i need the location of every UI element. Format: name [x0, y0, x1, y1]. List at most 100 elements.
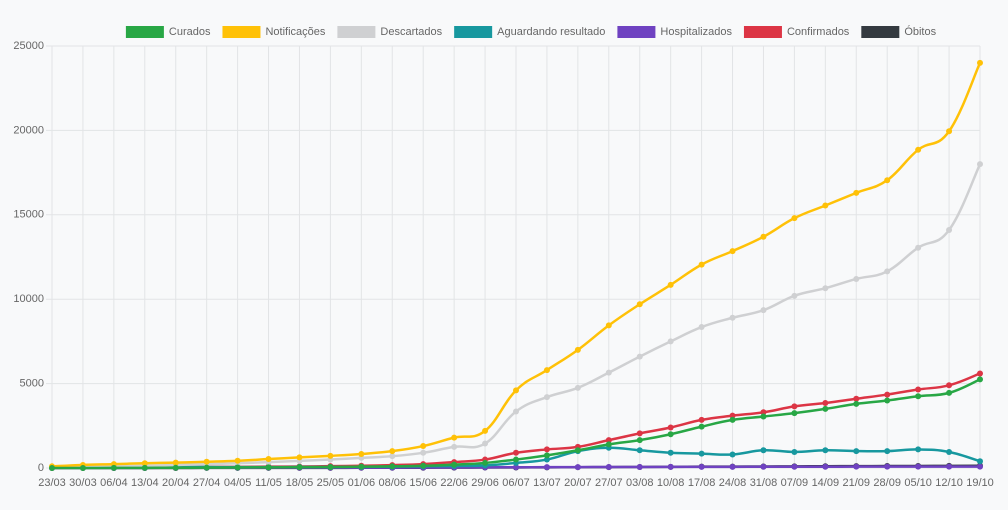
point	[915, 386, 922, 393]
legend-item[interactable]: Confirmados	[743, 26, 850, 38]
point	[729, 416, 736, 423]
x-tick-label: 12/10	[935, 477, 963, 489]
legend-swatch	[125, 26, 164, 38]
point	[760, 413, 767, 420]
point	[574, 464, 581, 471]
point	[265, 456, 272, 463]
point	[451, 461, 458, 468]
x-tick-label: 05/10	[904, 477, 932, 489]
point	[946, 389, 953, 396]
point	[543, 464, 550, 471]
point	[729, 314, 736, 321]
legend-item[interactable]: Descartados	[337, 26, 443, 38]
legend-label: Aguardando resultado	[497, 26, 605, 38]
point	[853, 395, 860, 402]
point	[636, 430, 643, 437]
point	[605, 463, 612, 470]
legend-swatch	[337, 26, 376, 38]
point	[915, 446, 922, 453]
x-tick-label: 20/04	[162, 477, 190, 489]
point	[884, 177, 891, 184]
point	[698, 416, 705, 423]
legend-swatch	[222, 26, 261, 38]
point	[265, 464, 272, 471]
x-tick-label: 01/06	[348, 477, 376, 489]
point	[946, 382, 953, 389]
point	[141, 464, 148, 471]
point	[49, 465, 55, 471]
x-tick-label: 20/07	[564, 477, 592, 489]
legend-item[interactable]: Notificações	[222, 26, 326, 38]
point	[605, 369, 612, 376]
point	[853, 400, 860, 407]
point	[667, 281, 674, 288]
x-tick-label: 15/06	[409, 477, 437, 489]
x-tick-label: 27/04	[193, 477, 221, 489]
point	[977, 376, 983, 383]
point	[574, 346, 581, 353]
x-tick-label: 23/03	[38, 477, 66, 489]
legend-item[interactable]: Hospitalizados	[617, 26, 732, 38]
x-tick-label: 11/05	[255, 477, 282, 489]
point	[667, 338, 674, 345]
point	[791, 463, 798, 470]
point	[760, 409, 767, 416]
legend-label: Descartados	[380, 26, 442, 38]
grid	[46, 45, 981, 469]
x-tick-label: 07/09	[781, 477, 809, 489]
point	[884, 391, 891, 398]
x-tick-label: 17/08	[688, 477, 716, 489]
legend-swatch	[617, 26, 656, 38]
point	[389, 463, 396, 470]
point	[636, 463, 643, 470]
point	[884, 397, 891, 404]
point	[327, 463, 334, 470]
point	[420, 462, 427, 469]
point	[729, 463, 736, 470]
point	[853, 463, 860, 470]
point	[884, 268, 891, 275]
point	[760, 307, 767, 314]
point	[915, 393, 922, 400]
point	[543, 446, 550, 453]
point	[822, 400, 829, 407]
x-tick-label: 22/06	[440, 477, 468, 489]
y-tick-label: 25000	[13, 40, 44, 52]
point	[822, 447, 829, 454]
point	[791, 403, 798, 410]
point	[791, 292, 798, 299]
point	[141, 460, 148, 467]
point	[358, 463, 365, 470]
point	[636, 447, 643, 454]
point	[915, 463, 922, 470]
y-tick-label: 10000	[13, 293, 44, 305]
point	[574, 447, 581, 454]
y-tick-label: 5000	[20, 378, 44, 390]
y-tick-label: 15000	[13, 209, 44, 221]
legend-item[interactable]: Curados	[125, 26, 211, 38]
point	[234, 464, 241, 471]
point	[482, 427, 489, 434]
point	[389, 448, 396, 455]
x-tick-label: 21/09	[843, 477, 871, 489]
point	[513, 387, 519, 394]
point	[513, 464, 519, 471]
point	[946, 448, 953, 455]
point	[389, 453, 396, 460]
x-tick-label: 30/03	[69, 477, 97, 489]
point	[915, 146, 922, 153]
x-tick-label: 08/06	[379, 477, 407, 489]
legend-item[interactable]: Aguardando resultado	[454, 26, 605, 38]
point	[977, 458, 983, 465]
point	[760, 233, 767, 240]
x-tick-label: 06/07	[502, 477, 530, 489]
legend: Curados Notificações Descartados Aguardando…	[125, 25, 937, 38]
point	[977, 370, 983, 377]
point	[853, 189, 860, 196]
x-tick-label: 13/04	[131, 477, 159, 489]
point	[667, 463, 674, 470]
point	[760, 447, 767, 454]
legend-item[interactable]: Óbitos	[861, 25, 937, 38]
point	[884, 448, 891, 455]
